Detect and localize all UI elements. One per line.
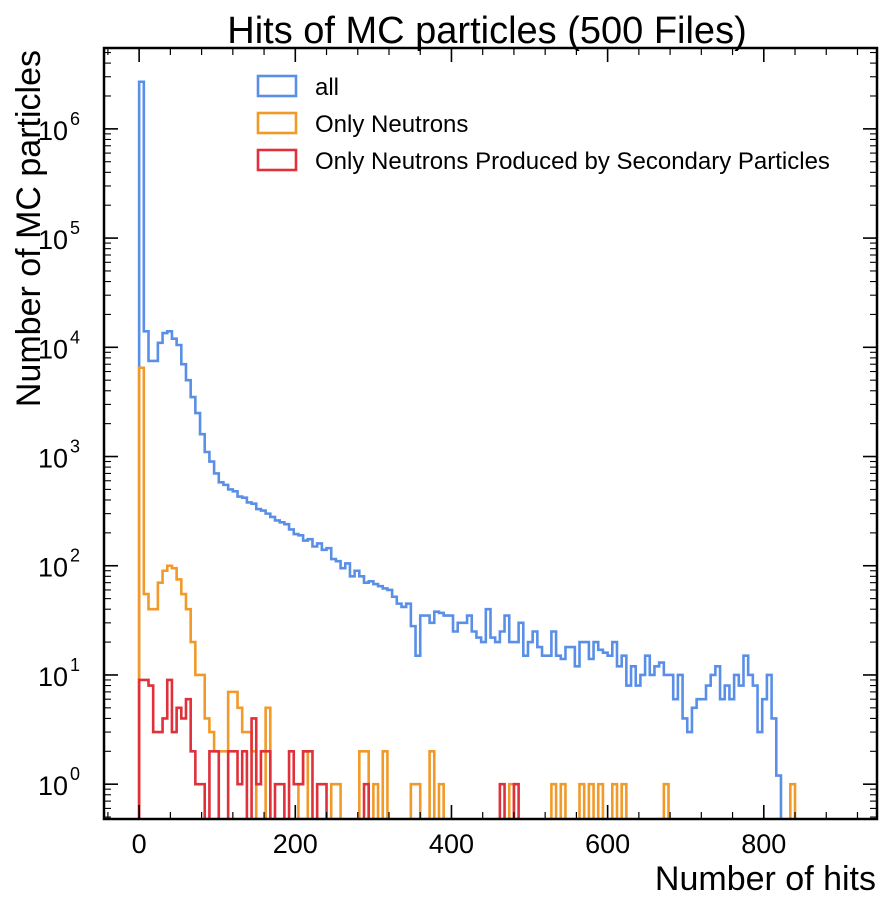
y-tick-label: 10 — [38, 662, 68, 692]
y-tick-label: 10 — [38, 771, 68, 801]
series-line-1 — [137, 80, 783, 819]
y-axis-label: Number of MC particles — [10, 50, 48, 407]
legend-label-1: all — [315, 74, 339, 101]
legend-swatch-1 — [256, 74, 298, 98]
x-tick-label: 200 — [273, 829, 318, 859]
x-tick-label: 800 — [741, 829, 786, 859]
series-group — [137, 80, 797, 819]
y-tick-exponent: 5 — [70, 218, 80, 238]
y-tick-exponent: 0 — [70, 764, 80, 784]
y-tick-exponent: 4 — [70, 327, 80, 347]
y-tick-label: 10 — [38, 116, 68, 146]
x-tick-label: 600 — [585, 829, 630, 859]
plot-frame — [102, 46, 879, 821]
series-line-3 — [137, 678, 520, 819]
plot-area — [137, 80, 797, 819]
legend-label-3: Only Neutrons Produced by Secondary Part… — [315, 148, 830, 175]
series-line-2 — [137, 366, 797, 819]
chart-title: Hits of MC particles (500 Files) — [227, 10, 746, 52]
legend-swatch-2 — [256, 111, 298, 135]
y-tick-exponent: 1 — [70, 655, 80, 675]
y-tick-label: 10 — [38, 444, 68, 474]
y-tick-label: 10 — [38, 334, 68, 364]
y-tick-exponent: 2 — [70, 546, 80, 566]
legend-label-2: Only Neutrons — [315, 111, 468, 138]
legend-swatch-3 — [256, 148, 298, 172]
x-tick-label: 0 — [132, 829, 147, 859]
y-tick-label: 10 — [38, 553, 68, 583]
x-axis-label: Number of hits — [655, 860, 876, 898]
y-tick-exponent: 3 — [70, 437, 80, 457]
y-tick-label: 10 — [38, 225, 68, 255]
legend: all Only Neutrons Only Neutrons Produced b… — [256, 74, 830, 175]
x-tick-label: 400 — [429, 829, 474, 859]
y-tick-exponent: 6 — [70, 109, 80, 129]
